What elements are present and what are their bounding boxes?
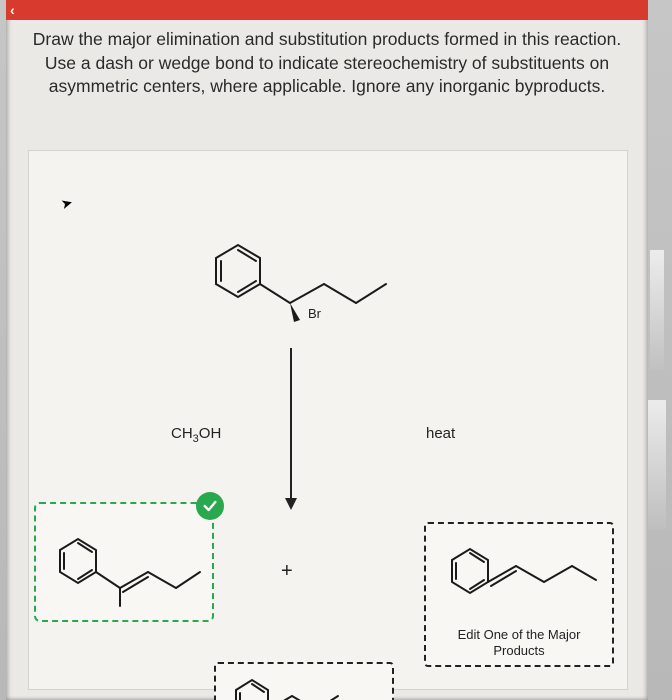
edit-box-label: Edit One of the Major Products: [426, 627, 612, 660]
reaction-arrow-icon: [290, 348, 292, 508]
screen-glare: [648, 400, 666, 530]
question-prompt: Draw the major elimination and substitut…: [28, 28, 626, 99]
screen-glare: [650, 250, 664, 370]
reagent-methanol: CH3OH: [171, 425, 221, 445]
edit-box-label-line2: Products: [493, 643, 544, 658]
edit-structure: [434, 532, 604, 610]
bromine-label: Br: [308, 306, 321, 321]
screen-photo: ‹ Draw the major elimination and substit…: [0, 0, 672, 700]
top-toolbar: ‹: [6, 0, 648, 20]
correct-check-icon: [196, 492, 224, 520]
plus-sign: +: [281, 560, 293, 583]
edit-box-label-line1: Edit One of the Major: [458, 627, 581, 642]
answer-structure-1: [40, 518, 208, 608]
starting-material-structure: [186, 218, 406, 338]
third-structure-partial: [222, 666, 342, 700]
reagent-heat: heat: [426, 425, 455, 442]
app-window: ‹ Draw the major elimination and substit…: [6, 0, 648, 700]
back-chevron-icon[interactable]: ‹: [10, 2, 15, 18]
